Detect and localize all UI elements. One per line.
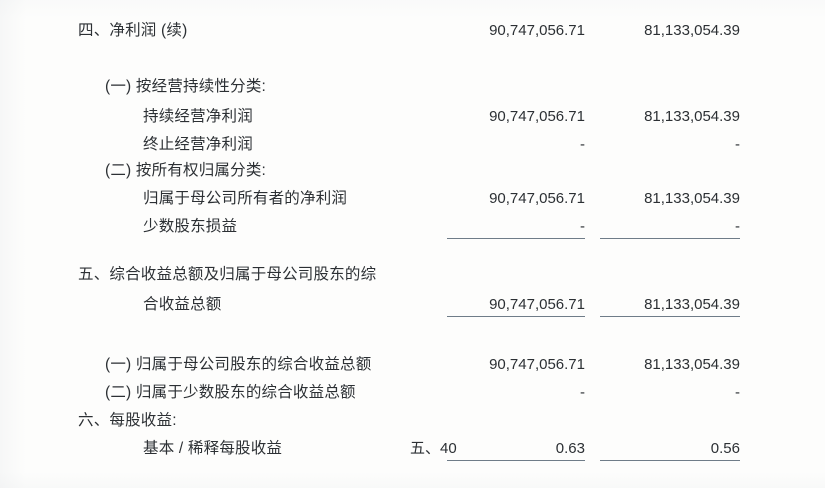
- value-prior-period: -: [735, 218, 740, 235]
- statement-row: (一) 归属于母公司股东的综合收益总额 90,747,056.71 81,133,0…: [0, 352, 825, 378]
- total-rule: [600, 460, 740, 461]
- row-label: 归属于母公司所有者的净利润: [143, 190, 348, 207]
- row-label: 终止经营净利润: [143, 136, 253, 153]
- statement-row: (一) 按经营持续性分类:: [0, 74, 825, 100]
- value-current-period: 90,747,056.71: [489, 190, 585, 207]
- note-reference: 五、40: [410, 440, 457, 457]
- row-label: (二) 归属于少数股东的综合收益总额: [105, 384, 356, 401]
- value-current-period: 90,747,056.71: [489, 296, 585, 313]
- row-label: (二) 按所有权归属分类:: [105, 162, 267, 179]
- value-prior-period: 81,133,054.39: [644, 296, 740, 313]
- row-label: 基本 / 稀释每股收益: [143, 440, 283, 457]
- value-prior-period: 0.56: [710, 440, 740, 457]
- value-prior-period: 81,133,054.39: [644, 356, 740, 373]
- statement-row: 归属于母公司所有者的净利润 90,747,056.71 81,133,054.39: [0, 186, 825, 212]
- statement-row: 六、每股收益:: [0, 408, 825, 434]
- value-current-period: 90,747,056.71: [489, 22, 585, 39]
- row-label: 少数股东损益: [143, 218, 238, 235]
- row-label: 合收益总额: [143, 296, 222, 313]
- statement-row: 终止经营净利润 - -: [0, 132, 825, 158]
- value-prior-period: -: [735, 136, 740, 153]
- total-rule: [447, 316, 585, 317]
- statement-row: 四、净利润 (续) 90,747,056.71 81,133,054.39: [0, 18, 825, 44]
- value-prior-period: 81,133,054.39: [644, 108, 740, 125]
- value-prior-period: 81,133,054.39: [644, 190, 740, 207]
- value-prior-period: -: [735, 384, 740, 401]
- statement-row: 五、综合收益总额及归属于母公司股东的综: [0, 262, 825, 288]
- statement-row: (二) 归属于少数股东的综合收益总额 - -: [0, 380, 825, 406]
- statement-row: 少数股东损益 - -: [0, 214, 825, 240]
- total-rule: [600, 316, 740, 317]
- value-current-period: 90,747,056.71: [489, 356, 585, 373]
- statement-row: 基本 / 稀释每股收益 五、40 0.63 0.56: [0, 436, 825, 462]
- row-label: 四、净利润 (续): [78, 22, 188, 39]
- statement-row: 合收益总额 90,747,056.71 81,133,054.39: [0, 292, 825, 318]
- value-current-period: 0.63: [555, 440, 585, 457]
- value-current-period: 90,747,056.71: [489, 108, 585, 125]
- value-current-period: -: [580, 384, 585, 401]
- value-prior-period: 81,133,054.39: [644, 22, 740, 39]
- row-label: (一) 归属于母公司股东的综合收益总额: [105, 356, 372, 373]
- total-rule: [447, 460, 585, 461]
- row-label: (一) 按经营持续性分类:: [105, 78, 267, 95]
- total-rule: [447, 238, 585, 239]
- row-label: 持续经营净利润: [143, 108, 253, 125]
- value-current-period: -: [580, 136, 585, 153]
- statement-row: (二) 按所有权归属分类:: [0, 158, 825, 184]
- statement-row: 持续经营净利润 90,747,056.71 81,133,054.39: [0, 104, 825, 130]
- value-current-period: -: [580, 218, 585, 235]
- row-label: 五、综合收益总额及归属于母公司股东的综: [78, 266, 377, 283]
- total-rule: [600, 238, 740, 239]
- row-label: 六、每股收益:: [78, 412, 177, 429]
